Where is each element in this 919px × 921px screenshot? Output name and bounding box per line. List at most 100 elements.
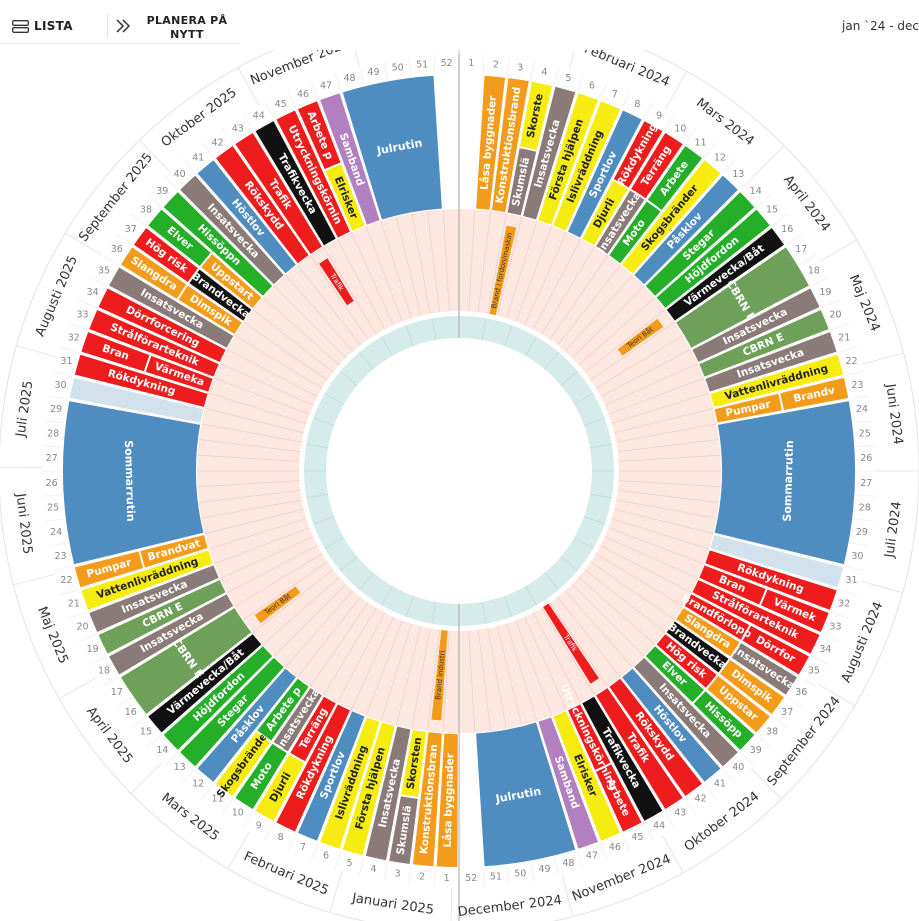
month-divider <box>13 573 56 586</box>
week-tick <box>838 346 858 353</box>
activity-block[interactable]: Julrutin <box>341 74 443 221</box>
date-range-label[interactable]: jan `24 - dec <box>842 19 919 33</box>
week-grid-line <box>549 255 609 340</box>
month-divider <box>861 352 904 365</box>
week-tick <box>722 768 736 784</box>
week-grid-line <box>590 321 675 381</box>
week-grid-line <box>219 536 314 579</box>
week-number: 21 <box>68 598 80 609</box>
week-tick <box>201 142 214 158</box>
activity-block[interactable]: Skumslä <box>388 795 419 865</box>
week-tick <box>163 752 178 767</box>
week-grid-line <box>595 553 684 607</box>
week-grid-line <box>616 423 717 443</box>
week-tick <box>856 494 876 497</box>
week-grid-line <box>208 518 307 550</box>
activity-block[interactable]: Sommarrutin <box>713 400 856 566</box>
week-number: 48 <box>344 73 356 84</box>
inner-event[interactable]: Brand industri <box>431 630 448 721</box>
week-tick <box>201 784 214 800</box>
week-tick <box>60 589 80 596</box>
activity-block[interactable]: Skorste <box>519 80 554 151</box>
week-tick <box>334 72 341 92</box>
activity-block[interactable]: Brandv <box>779 376 850 411</box>
week-tick <box>704 784 717 800</box>
activity-block-shape <box>62 400 205 566</box>
week-number: 44 <box>253 111 265 122</box>
activity-block[interactable]: Låsa byggnader <box>475 74 506 211</box>
week-tick <box>756 734 772 748</box>
week-grid-line <box>477 629 491 732</box>
week-tick <box>553 857 560 876</box>
activity-block-shape <box>162 191 274 297</box>
week-number: 45 <box>275 99 287 110</box>
activity-block-shape <box>709 534 845 589</box>
week-grid-line <box>365 225 403 322</box>
week-tick <box>621 90 631 109</box>
week-grid-line <box>204 407 304 434</box>
week-number: 26 <box>860 453 872 464</box>
activity-block-shape <box>88 308 220 378</box>
activity-block[interactable]: Bran <box>80 331 151 373</box>
week-tick <box>221 127 234 144</box>
activity-block[interactable]: Arbete p <box>296 100 342 171</box>
activity-block-shape <box>254 120 337 247</box>
week-grid-line <box>496 216 523 316</box>
week-tick <box>130 716 146 729</box>
activity-block-shape <box>144 354 214 393</box>
activity-block[interactable]: Sommarrutin <box>62 400 205 566</box>
activity-block-shape <box>552 100 622 232</box>
activity-block-shape <box>691 287 821 364</box>
week-grid-line <box>336 238 385 330</box>
expand-button[interactable] <box>114 17 132 35</box>
activity-block[interactable]: Bran <box>698 564 767 606</box>
week-number: 42 <box>211 137 223 148</box>
inner-event-shape <box>543 603 599 684</box>
activity-block[interactable]: Elver <box>147 208 212 268</box>
week-grid-line <box>365 620 403 717</box>
activity-block[interactable] <box>709 534 845 589</box>
activity-block[interactable] <box>68 376 205 424</box>
week-grid-line <box>197 480 300 488</box>
teal-grid-line <box>589 443 612 449</box>
activity-block[interactable]: CBRN E <box>119 607 253 716</box>
week-tick <box>482 868 485 888</box>
activity-block[interactable]: CBRN E <box>675 246 810 349</box>
week-number: 20 <box>829 310 841 321</box>
week-tick <box>821 633 840 643</box>
activity-block[interactable]: Skorsten <box>400 728 427 798</box>
week-grid-line <box>549 602 609 687</box>
week-number: 39 <box>156 186 168 197</box>
activity-block[interactable]: Moto <box>608 200 662 265</box>
month-divider <box>861 580 903 594</box>
activity-block-shape <box>633 174 739 286</box>
week-number: 41 <box>714 779 726 790</box>
week-grid-line <box>380 220 412 319</box>
activity-block[interactable]: Insatsvecka <box>364 725 412 862</box>
activity-block[interactable]: Låsa byggnader <box>435 732 459 868</box>
week-tick <box>182 158 196 174</box>
activity-block-shape <box>435 732 459 868</box>
activity-block[interactable]: Julrutin <box>475 721 577 868</box>
month-divider <box>65 232 103 256</box>
activity-block-shape <box>665 226 786 322</box>
activity-block-shape <box>519 80 554 151</box>
activity-block-shape <box>179 656 285 768</box>
activity-block[interactable]: Pumpar <box>713 392 783 424</box>
week-number: 15 <box>140 726 152 737</box>
week-grid-line <box>234 335 323 389</box>
month-divider <box>329 871 343 913</box>
activity-block-shape <box>200 253 263 309</box>
activity-block[interactable]: Stegar <box>179 656 285 768</box>
list-view-button[interactable]: LISTA <box>12 19 73 33</box>
teal-grid-line <box>339 370 358 386</box>
activity-block[interactable]: Konstruktionsbran <box>412 731 443 868</box>
list-view-label: LISTA <box>34 19 73 33</box>
activity-block-shape <box>400 728 427 798</box>
week-tick <box>433 54 436 74</box>
week-grid-line <box>617 439 720 453</box>
week-number: 16 <box>781 224 793 235</box>
plan-again-label-line2: NYTT <box>170 28 204 41</box>
activity-block-shape <box>581 179 629 247</box>
plan-again-button[interactable]: PLANERA PÅ NYTT <box>143 14 231 42</box>
